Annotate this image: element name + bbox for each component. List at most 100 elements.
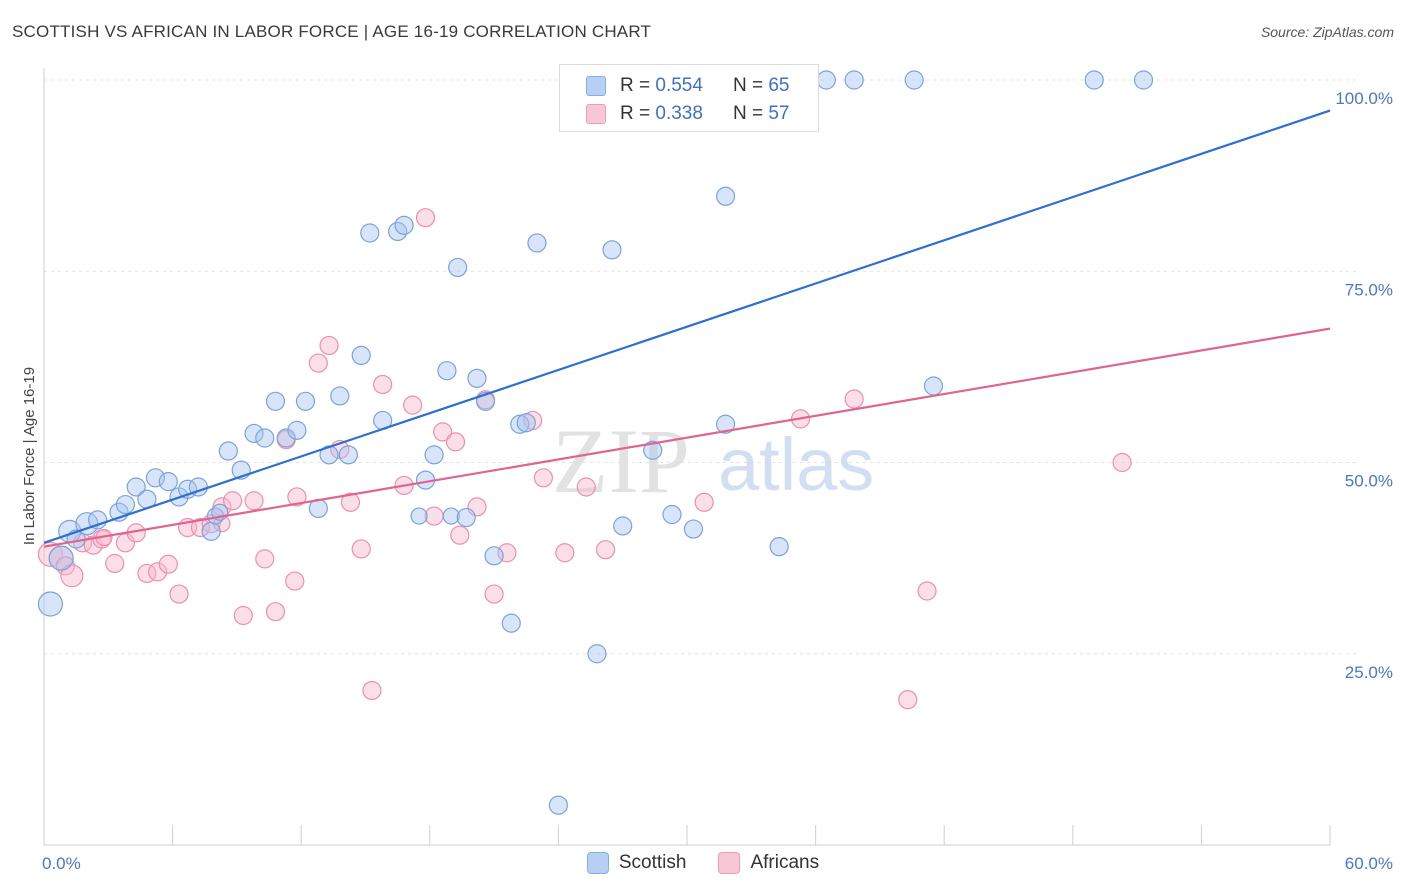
scottish-point	[158, 472, 178, 492]
y-tick-label: 25.0%	[1345, 663, 1393, 682]
africans-point	[244, 491, 264, 511]
africans-point	[285, 571, 305, 591]
legend-r-value: 0.554	[655, 75, 703, 96]
legend-label-africans: Africans	[750, 852, 820, 873]
africans-point	[484, 584, 504, 604]
legend-r-label: R =	[620, 75, 651, 96]
scottish-point	[510, 414, 530, 434]
y-tick-label: 100.0%	[1335, 89, 1393, 108]
scottish-point	[923, 376, 944, 396]
africans-point	[844, 389, 864, 409]
scottish-point	[662, 504, 682, 525]
africans-square-icon	[718, 852, 741, 874]
africans-point	[308, 353, 328, 373]
scottish-point	[1133, 70, 1154, 90]
x-tick-label: 0.0%	[42, 854, 81, 873]
scottish-point	[424, 445, 444, 465]
africans-point	[223, 491, 243, 511]
africans-point	[917, 581, 937, 601]
africans-point	[190, 517, 211, 538]
scottish-point	[484, 546, 504, 566]
scottish-point	[844, 70, 864, 90]
scottish-point	[527, 233, 547, 253]
africans-point	[255, 549, 275, 569]
africans-point	[445, 432, 466, 452]
correlation-legend: R = 0.554 N = 65 R = 0.338 N = 57	[559, 64, 819, 132]
africans-trend-line	[43, 327, 1331, 548]
scottish-trend-line	[43, 109, 1331, 544]
scottish-point	[330, 386, 350, 406]
scottish-point	[587, 644, 607, 664]
africans-point	[319, 335, 339, 356]
axes	[43, 68, 1331, 846]
watermark-atlas: atlas	[718, 423, 874, 506]
africans-point	[433, 422, 453, 442]
africans-point	[555, 543, 575, 563]
y-axis-label: In Labor Force | Age 16-19	[21, 367, 38, 545]
legend-r-value: 0.338	[655, 103, 703, 124]
scottish-point	[769, 537, 789, 557]
scottish-square-icon	[586, 852, 609, 874]
legend-row-africans: R = 0.338 N = 57	[586, 99, 789, 129]
scottish-point	[287, 420, 307, 440]
legend-item-scottish: Scottish	[586, 852, 687, 874]
scottish-point	[295, 391, 316, 411]
scottish-point	[1084, 70, 1104, 90]
africans-point	[694, 492, 714, 512]
africans-swatch-icon	[586, 104, 606, 124]
africans-point	[287, 487, 307, 507]
scottish-point	[904, 70, 924, 90]
y-tick-label: 75.0%	[1345, 280, 1393, 299]
africans-point	[362, 680, 382, 701]
scottish-point	[265, 391, 286, 411]
africans-point	[37, 541, 64, 567]
africans-point	[169, 584, 189, 604]
africans-point	[576, 477, 596, 497]
zipatlas-watermark: ZIP atlas	[552, 410, 874, 512]
africans-point	[233, 605, 253, 626]
legend-n-label: N =	[732, 75, 764, 96]
africans-point	[898, 690, 918, 710]
africans-point	[373, 374, 393, 395]
scottish-point	[643, 440, 663, 460]
scottish-point	[145, 468, 166, 488]
scottish-point	[218, 441, 238, 461]
scottish-point	[37, 591, 64, 617]
africans-point	[403, 395, 423, 415]
scottish-swatch-icon	[586, 76, 606, 96]
africans-point	[533, 468, 553, 488]
legend-n-value: 65	[768, 75, 790, 96]
scottish-point	[602, 240, 622, 260]
scottish-point	[467, 368, 487, 388]
legend-row-scottish: R = 0.554 N = 65	[586, 71, 789, 101]
series-legend: Scottish Africans	[0, 852, 1406, 874]
scottish-point	[351, 345, 371, 365]
chart-source: Source: ZipAtlas.com	[1260, 24, 1394, 40]
scottish-point	[126, 477, 146, 497]
legend-n-value: 57	[768, 103, 790, 124]
tick-labels: 25.0% 50.0% 75.0% 100.0% 0.0% 60.0%	[42, 89, 1393, 873]
scottish-point	[255, 428, 275, 448]
africans-point	[265, 602, 286, 622]
scottish-point	[448, 257, 468, 278]
scottish-point	[201, 521, 221, 541]
scottish-point	[338, 445, 358, 465]
africans-point	[105, 553, 125, 574]
y-tick-label: 50.0%	[1345, 472, 1393, 491]
legend-item-africans: Africans	[718, 852, 819, 874]
africans-point	[1112, 452, 1132, 473]
scottish-point	[115, 494, 136, 515]
legend-label-scottish: Scottish	[618, 852, 687, 873]
scottish-point	[442, 507, 460, 525]
scottish-point	[456, 507, 476, 528]
x-tick-label: 60.0%	[1345, 854, 1393, 873]
legend-r-label: R =	[620, 103, 651, 124]
africans-point	[424, 506, 444, 526]
scottish-point	[613, 516, 633, 536]
scottish-point	[319, 445, 339, 465]
chart-title: SCOTTISH VS AFRICAN IN LABOR FORCE | AGE…	[12, 22, 652, 41]
scottish-point	[816, 70, 836, 90]
scottish-point	[48, 545, 74, 571]
africans-point	[450, 525, 470, 545]
